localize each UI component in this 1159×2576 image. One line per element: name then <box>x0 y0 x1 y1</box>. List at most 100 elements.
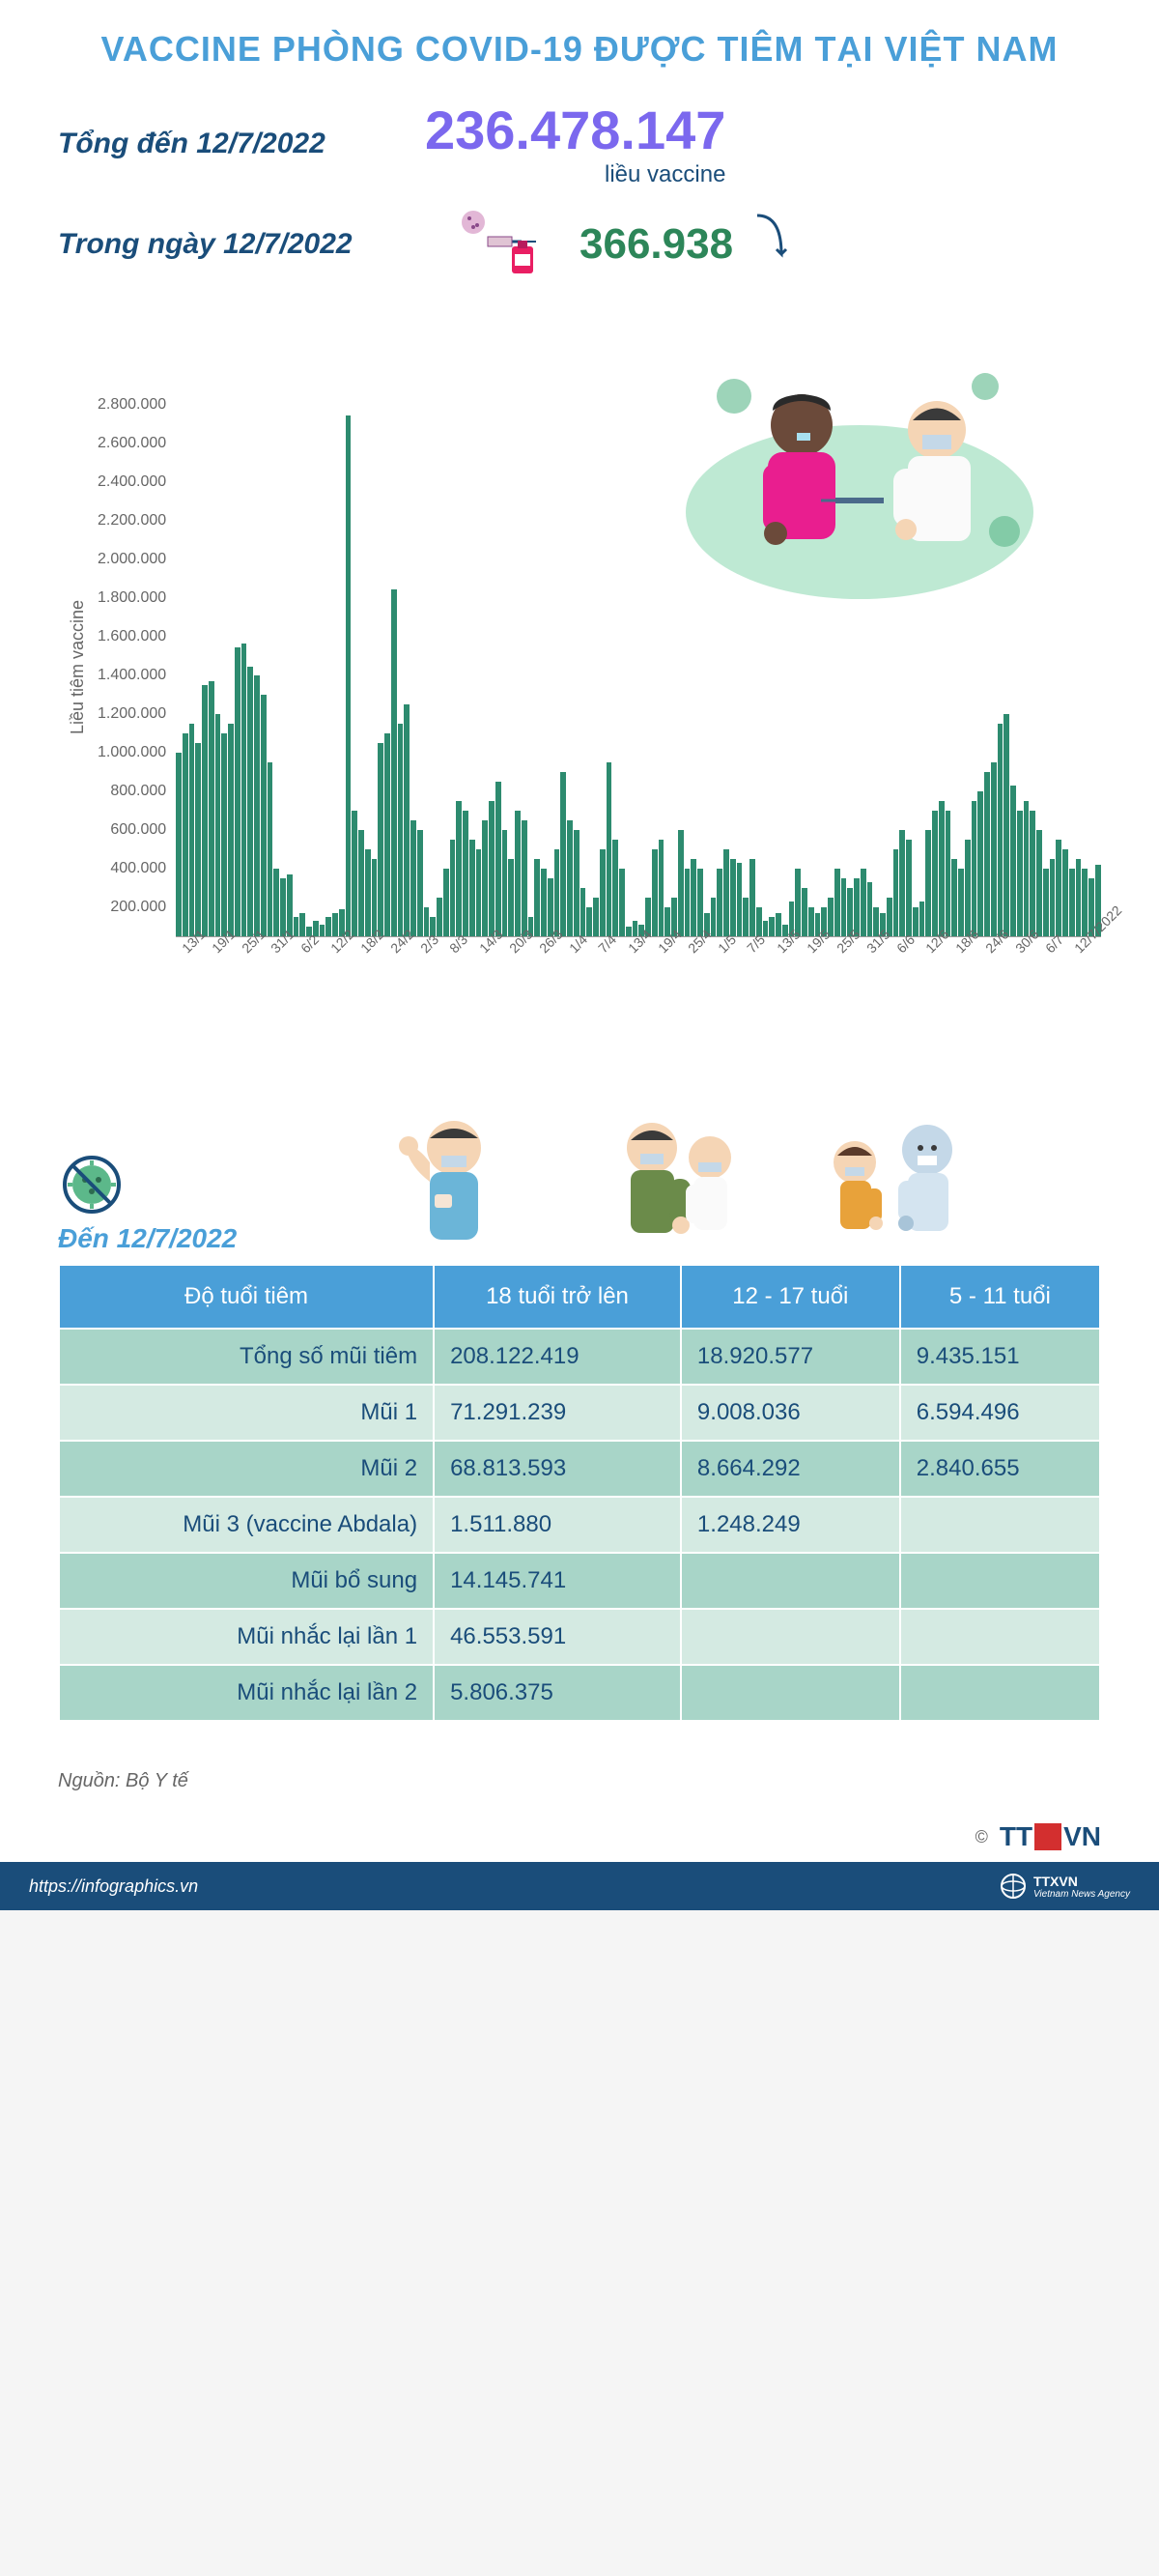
table-cell: Tổng số mũi tiêm <box>59 1329 434 1385</box>
table-cell: 208.122.419 <box>434 1329 681 1385</box>
table-cell: 68.813.593 <box>434 1441 681 1497</box>
chart-bar <box>795 869 801 936</box>
y-axis-label: Liều tiêm vaccine <box>58 396 98 937</box>
chart-bar <box>261 695 267 936</box>
virus-no-icon <box>58 1151 126 1218</box>
table-cell: 6.594.496 <box>900 1385 1100 1441</box>
chart-bar <box>215 714 221 936</box>
chart-bar <box>247 667 253 937</box>
chart-bar <box>410 820 416 936</box>
table-header-cell: 5 - 11 tuổi <box>900 1265 1100 1329</box>
table-cell: 1.511.880 <box>434 1497 681 1553</box>
footer-agency: TTXVN Vietnam News Agency <box>1001 1874 1130 1900</box>
chart-bar <box>404 704 410 936</box>
chart-bar <box>854 878 860 936</box>
chart-bar <box>919 902 925 936</box>
chart-bar <box>541 869 547 936</box>
table-cell: Mũi 1 <box>59 1385 434 1441</box>
chart-bar <box>450 840 456 936</box>
chart-bar <box>358 830 364 936</box>
chart-bar <box>221 733 227 936</box>
chart-bar <box>743 898 749 936</box>
table-cell <box>900 1665 1100 1721</box>
adult-flex-icon <box>382 1109 526 1264</box>
chart-bar <box>1010 786 1016 936</box>
chart-bar <box>384 733 390 936</box>
chart-bar <box>808 907 814 936</box>
chart-bar <box>932 811 938 936</box>
chart-bar <box>612 840 618 936</box>
chart-bar <box>1036 830 1042 936</box>
chart-bar <box>346 415 352 936</box>
chart-bar <box>378 743 383 936</box>
chart-bar <box>534 859 540 936</box>
table-cell <box>681 1665 900 1721</box>
table-cell <box>681 1609 900 1665</box>
chart-bar <box>560 772 566 936</box>
table-header-cell: 12 - 17 tuổi <box>681 1265 900 1329</box>
chart-bar <box>717 869 722 936</box>
chart-bar <box>417 830 423 936</box>
chart-bar <box>893 849 899 936</box>
chart-bar <box>352 811 357 936</box>
chart-bar <box>749 859 755 936</box>
chart-bar <box>1076 859 1082 936</box>
chart-bar <box>522 820 527 936</box>
table-row: Mũi 171.291.2399.008.0366.594.496 <box>59 1385 1100 1441</box>
copyright-symbol: © <box>975 1827 988 1847</box>
chart-bar <box>1004 714 1009 936</box>
chart-bar <box>456 801 462 936</box>
total-label: Tổng đến 12/7/2022 <box>58 128 425 160</box>
chart-bar <box>607 762 612 936</box>
chart-bar <box>469 840 475 936</box>
chart-bar <box>730 859 736 936</box>
chart-bar <box>678 830 684 936</box>
chart-bar <box>861 869 866 936</box>
vaccine-age-table: Độ tuổi tiêm18 tuổi trở lên12 - 17 tuổi5… <box>58 1264 1101 1722</box>
chart-bar <box>906 840 912 936</box>
chart-bar <box>294 917 299 936</box>
chart-bar <box>951 859 957 936</box>
chart-bar <box>495 782 501 936</box>
chart-bar <box>913 907 919 936</box>
table-cell: Mũi nhắc lại lần 1 <box>59 1609 434 1665</box>
chart-bar <box>1062 849 1068 936</box>
chart-bar <box>1069 869 1075 936</box>
table-cell <box>900 1609 1100 1665</box>
chart-bar <box>991 762 997 936</box>
chart-bar <box>515 811 521 936</box>
chart-bar <box>691 859 696 936</box>
table-cell: 2.840.655 <box>900 1441 1100 1497</box>
chart-bar <box>652 849 658 936</box>
chart-bar <box>867 882 873 936</box>
chart-bar <box>332 913 338 936</box>
chart-bar <box>580 888 586 936</box>
daily-value: 366.938 <box>580 220 733 269</box>
chart-bar <box>626 927 632 936</box>
chart-bar <box>1024 801 1030 936</box>
chart-bar <box>443 869 449 936</box>
total-value: 236.478.147 <box>425 99 725 161</box>
table-cell: 5.806.375 <box>434 1665 681 1721</box>
table-header-cell: Độ tuổi tiêm <box>59 1265 434 1329</box>
chart-bar <box>489 801 495 936</box>
x-axis-labels: 13/119/125/131/16/212/218/224/22/38/314/… <box>58 945 1101 1032</box>
table-cell: Mũi nhắc lại lần 2 <box>59 1665 434 1721</box>
chart-bar <box>502 830 508 936</box>
chart-bar <box>776 913 781 936</box>
table-cell: Mũi 2 <box>59 1441 434 1497</box>
chart-bar <box>834 869 840 936</box>
chart-bar <box>977 791 983 936</box>
chart-bar <box>508 859 514 936</box>
chart-bar <box>365 849 371 936</box>
daily-label: Trong ngày 12/7/2022 <box>58 228 425 261</box>
table-cell <box>900 1553 1100 1609</box>
table-cell: 71.291.239 <box>434 1385 681 1441</box>
chart-bar <box>593 898 599 936</box>
teen-vaccine-icon <box>594 1109 739 1264</box>
table-cell <box>900 1497 1100 1553</box>
chart-bar <box>723 849 729 936</box>
source-text: Nguồn: Bộ Y tế <box>0 1760 1159 1802</box>
chart-bar <box>176 753 182 936</box>
table-cell <box>681 1553 900 1609</box>
